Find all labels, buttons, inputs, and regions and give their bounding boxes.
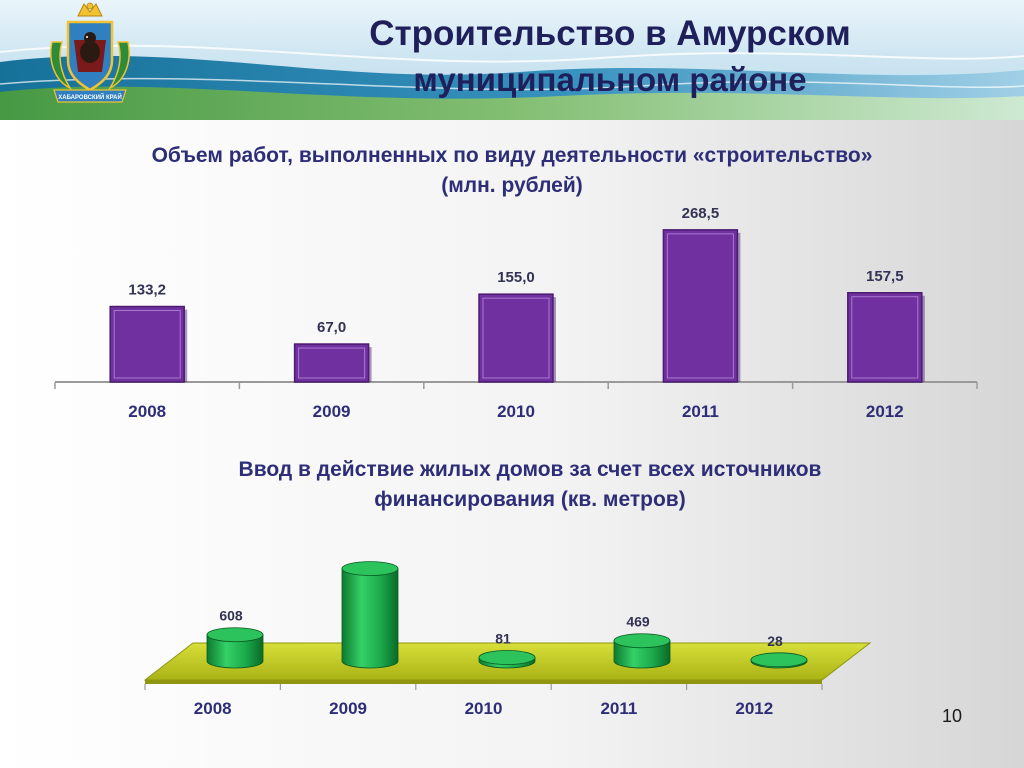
chart2-title: Ввод в действие жилых домов за счет всех…: [150, 455, 910, 515]
chart2-cylinder-body: [341, 568, 399, 669]
chart1-category-label: 2008: [128, 402, 166, 421]
chart2-cylinder-body: [206, 634, 264, 669]
chart1-category-label: 2009: [313, 402, 351, 421]
chart2-title-line-1: Ввод в действие жилых домов за счет всех…: [238, 458, 822, 481]
chart1-value-label: 133,2: [128, 282, 166, 299]
chart1-bar-bevel: [666, 233, 734, 379]
chart1-title: Объем работ, выполненных по виду деятель…: [40, 141, 984, 201]
chart2-cylinder-body: [613, 640, 671, 669]
chart2-value-label: 81: [495, 631, 511, 647]
chart2-category-label: 2012: [735, 699, 773, 718]
chart1-value-label: 67,0: [317, 319, 346, 336]
chart1-value-label: 157,5: [866, 268, 904, 285]
chart1-value-label: 268,5: [682, 205, 720, 222]
chart2-cylinder-top: [341, 561, 399, 576]
chart2-value-label: 469: [626, 614, 650, 630]
chart1-bar: [478, 293, 554, 383]
chart1-category-label: 2011: [682, 402, 719, 421]
chart2-cylinder: [478, 650, 536, 669]
coat-of-arms-emblem: ХАБАРОВСКИЙ КРАЙ: [50, 2, 130, 103]
header-waves: [0, 44, 1024, 120]
chart1-title-line-1: Объем работ, выполненных по виду деятель…: [151, 144, 873, 167]
chart2-category-label: 2010: [465, 699, 503, 718]
chart2-cylinder: [613, 633, 671, 669]
housing-commissioning-cylinder-chart: 6082008214020098120104692011282012: [143, 561, 872, 718]
chart2-floor-edge: [145, 680, 822, 684]
chart1-bar-bevel: [851, 296, 919, 379]
chart1-bar: [847, 292, 923, 383]
chart1-bar: [293, 343, 370, 383]
chart2-cylinder-top: [613, 633, 671, 649]
emblem-ribbon-text: ХАБАРОВСКИЙ КРАЙ: [58, 93, 122, 101]
chart2-category-label: 2008: [194, 699, 232, 718]
chart1-category-label: 2010: [497, 402, 535, 421]
chart2-category-label: 2011: [600, 699, 637, 718]
chart1-bar: [109, 305, 185, 383]
chart1-value-label: 155,0: [497, 269, 535, 286]
chart2-cylinder-top: [750, 652, 808, 668]
header-banner: ХАБАРОВСКИЙ КРАЙ Строительство в Амурско…: [0, 0, 1024, 120]
page-title-line-2: муниципальном районе: [413, 61, 807, 98]
chart2-value-label: 28: [767, 633, 783, 649]
construction-volume-bar-chart: 133,2 2008 67,0 2009 155,0 2010 268,5 2011 157,5…: [54, 205, 978, 421]
chart2-cylinder-top: [478, 650, 536, 665]
chart2-cylinder: [341, 561, 399, 669]
chart1-category-label: 2012: [866, 402, 904, 421]
chart2-title-line-2: финансирования (кв. метров): [374, 488, 686, 511]
chart1-bar-bevel: [482, 297, 550, 379]
chart2-cylinder: [750, 652, 808, 669]
chart2-cylinder: [206, 627, 264, 669]
chart1-title-line-2: (млн. рублей): [441, 174, 583, 197]
chart1-bar-bevel: [298, 347, 366, 379]
chart2-value-label: 608: [219, 608, 243, 624]
chart2-category-label: 2009: [329, 699, 367, 718]
chart1-bar: [662, 229, 739, 383]
chart2-cylinder-top: [206, 627, 264, 643]
chart1-bar-bevel: [113, 310, 181, 379]
page-number: 10: [941, 706, 962, 726]
page-title-line-1: Строительство в Амурском: [369, 14, 851, 53]
